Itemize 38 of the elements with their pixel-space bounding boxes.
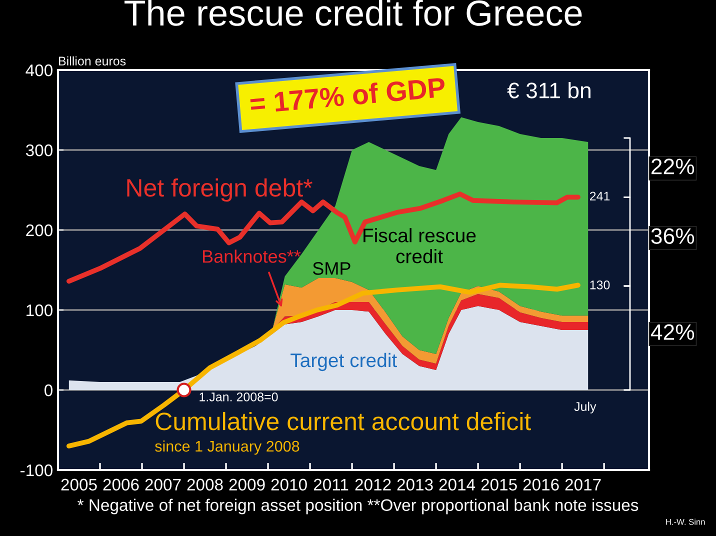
y-tick-label: 200 xyxy=(26,224,52,236)
y-tick-label: -100 xyxy=(20,464,52,476)
annotation: 130 xyxy=(590,280,610,290)
series-label: Cumulative current account deficit xyxy=(156,412,531,430)
y-tick-label: 0 xyxy=(44,384,52,396)
text: 36% xyxy=(651,228,694,244)
x-tick-label: 2011 xyxy=(314,478,348,491)
annotation: € 311 bn xyxy=(507,82,590,98)
y-axis-title: Billion euros xyxy=(59,56,126,66)
y-tick-label: 400 xyxy=(26,64,52,76)
x-tick-label: 2016 xyxy=(523,478,559,491)
text: 42% xyxy=(650,324,694,340)
x-tick-label: 2008 xyxy=(187,478,223,491)
x-tick-label: 2010 xyxy=(271,478,307,491)
annotation: since 1 January 2008 xyxy=(155,440,300,455)
text: Banknotes** xyxy=(203,250,301,263)
x-tick-label: 2009 xyxy=(229,478,265,491)
text: 22% xyxy=(652,158,694,174)
text: * Negative of net foreign asset position **Over proportional bank note issues xyxy=(78,498,638,514)
x-tick-label: 2006 xyxy=(103,478,139,491)
x-tick-label: 2005 xyxy=(61,478,97,491)
annotation: 1.Jan. 2008=0 xyxy=(200,392,278,402)
x-tick-label: 2014 xyxy=(439,478,476,491)
annotation: July xyxy=(574,402,596,414)
series-label: Target credit xyxy=(290,352,397,372)
x-tick-label: 2013 xyxy=(397,478,433,491)
x-tick-label: 2015 xyxy=(481,478,517,491)
series-label: SMP xyxy=(312,262,350,275)
x-tick-label: 2012 xyxy=(355,478,391,491)
series-label: Net foreign debt* xyxy=(127,178,312,202)
annotation: = 177% of GDP xyxy=(250,76,446,114)
annotation: 241 xyxy=(590,192,610,200)
x-tick-label: 2017 xyxy=(565,478,601,491)
text: H.-W. Sinn xyxy=(666,518,705,525)
y-tick-label: 300 xyxy=(26,144,52,156)
x-tick-label: 2007 xyxy=(145,478,181,491)
series-label: Fiscal rescue credit xyxy=(364,228,476,264)
y-tick-label: 100 xyxy=(26,304,52,316)
